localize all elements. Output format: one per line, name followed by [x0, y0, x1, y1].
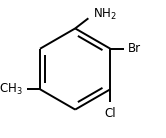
Text: CH$_3$: CH$_3$: [0, 82, 22, 97]
Text: Cl: Cl: [105, 107, 116, 120]
Text: NH$_2$: NH$_2$: [93, 7, 117, 22]
Text: Br: Br: [128, 42, 141, 55]
